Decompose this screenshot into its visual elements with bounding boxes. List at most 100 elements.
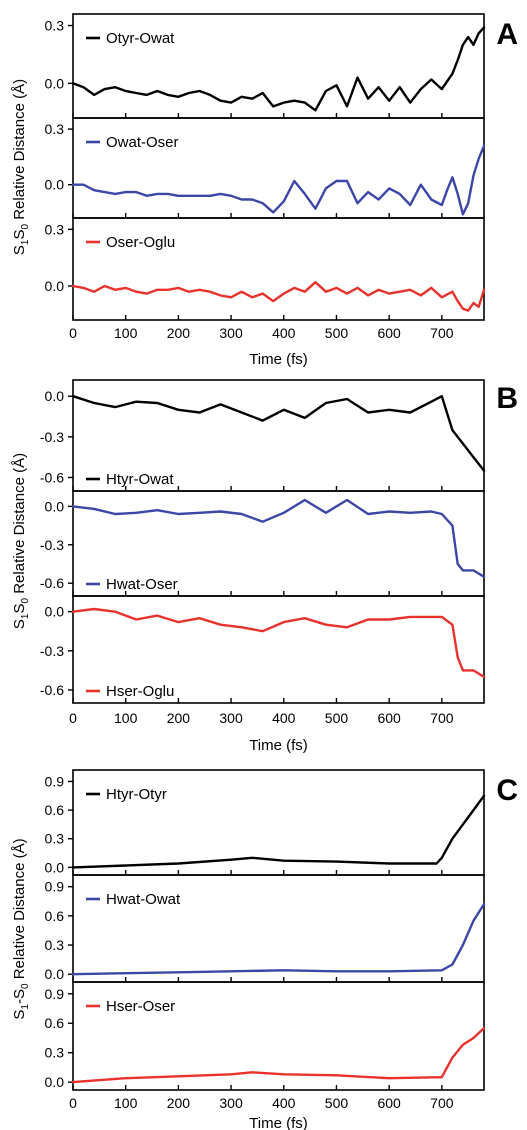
y-axis-title-part: -S — [11, 989, 28, 1004]
y-axis-title-sub: 1 — [20, 613, 31, 619]
y-tick-label: -0.6 — [40, 575, 64, 591]
y-tick-label: -0.6 — [40, 682, 64, 698]
x-tick-label: 100 — [114, 325, 138, 341]
x-tick-label: 200 — [167, 1095, 191, 1111]
x-tick-label: 600 — [377, 1095, 401, 1111]
legend-label: Htyr-Owat — [106, 471, 174, 488]
x-tick-label: 100 — [114, 710, 138, 726]
x-tick-label: 500 — [325, 1095, 349, 1111]
legend-label: Hser-Oglu — [106, 683, 174, 700]
x-tick-label: 600 — [377, 325, 401, 341]
y-tick-label: -0.3 — [40, 643, 64, 659]
y-tick-label: 0.6 — [45, 1015, 65, 1031]
subplot: 0.3 0.0 Oser-Oglu — [45, 217, 486, 321]
y-tick-label: 0.3 — [45, 121, 65, 137]
series-line — [71, 1026, 486, 1084]
y-tick-label: 0.6 — [45, 908, 65, 924]
y-tick-label: 0.3 — [45, 18, 65, 34]
y-tick-label: 0.0 — [45, 859, 65, 875]
y-axis-title-part: S — [11, 619, 28, 629]
y-axis-title-part: Relative Distance (Å) — [11, 453, 28, 598]
y-tick-label: 0.3 — [45, 831, 65, 847]
panel-letter: C — [496, 774, 518, 807]
plot-frame — [72, 981, 485, 1091]
y-axis-title-part: S — [11, 230, 28, 240]
y-tick-label: 0.9 — [45, 773, 65, 789]
series-line — [71, 144, 486, 216]
subplot: 0.3 0.0 Otyr-Owat — [45, 13, 486, 119]
series-line — [71, 794, 486, 869]
legend-label: Otyr-Owat — [106, 30, 175, 47]
y-tick-label: 0.0 — [45, 604, 65, 620]
y-axis-title-part: S — [11, 245, 28, 255]
y-tick-label: 0.0 — [45, 966, 65, 982]
x-tick-label: 0 — [69, 710, 77, 726]
subplot: 0.0 -0.3 -0.6 Hser-Oglu — [40, 595, 486, 704]
subplot: 0.9 0.6 0.3 0.0 Hwat-Owat — [45, 874, 486, 983]
y-axis-title-part: S — [11, 1010, 28, 1020]
x-tick-label: 200 — [167, 325, 191, 341]
y-tick-label: 0.9 — [45, 879, 65, 895]
plot-frame — [72, 595, 485, 704]
series-line — [71, 607, 486, 679]
legend-label: Owat-Oser — [106, 134, 179, 151]
y-tick-label: 0.9 — [45, 986, 65, 1002]
y-axis-title-sub: 0 — [20, 598, 31, 604]
y-axis-title-sub: 0 — [20, 983, 31, 989]
subplot: 0.9 0.6 0.3 0.0 Hser-Oser — [45, 981, 486, 1091]
x-tick-label: 300 — [219, 710, 243, 726]
y-tick-label: 0.0 — [45, 498, 65, 514]
series-line — [71, 26, 486, 112]
x-tick-label: 400 — [272, 710, 296, 726]
x-tick-label: 500 — [325, 710, 349, 726]
y-tick-label: 0.3 — [45, 221, 65, 237]
y-tick-label: 0.0 — [45, 388, 65, 404]
plot-frame — [72, 117, 485, 219]
y-axis-title-sub: 1 — [20, 1004, 31, 1010]
y-tick-label: -0.3 — [40, 537, 64, 553]
y-tick-label: 0.6 — [45, 802, 65, 818]
x-tick-label: 500 — [325, 325, 349, 341]
x-tick-label: 400 — [272, 325, 296, 341]
legend-label: Hser-Oser — [106, 998, 175, 1015]
subplot: 0.3 0.0 Owat-Oser — [45, 117, 486, 219]
x-tick-label: 700 — [430, 325, 454, 341]
y-tick-label: -0.6 — [40, 469, 64, 485]
y-axis-title-part: Relative Distance (Å) — [11, 79, 28, 224]
x-tick-label: 0 — [69, 325, 77, 341]
y-axis-title: S1S0 Relative Distance (Å) — [11, 453, 31, 629]
x-tick-label: 300 — [219, 1095, 243, 1111]
panel-letter: A — [496, 18, 518, 51]
series-line — [71, 498, 486, 578]
x-tick-label: 600 — [377, 710, 401, 726]
x-tick-label: 300 — [219, 325, 243, 341]
subplot: 0.0 -0.3 -0.6 Htyr-Owat — [40, 379, 486, 492]
y-tick-label: 0.3 — [45, 937, 65, 953]
y-axis-title-sub: 1 — [20, 239, 31, 245]
y-axis-title-part: S — [11, 604, 28, 614]
legend-label: Hwat-Oser — [106, 576, 178, 593]
x-tick-label: 400 — [272, 1095, 296, 1111]
plot-frame — [72, 217, 485, 321]
y-tick-label: 0.3 — [45, 1045, 65, 1061]
y-tick-label: -0.3 — [40, 429, 64, 445]
x-tick-label: 100 — [114, 1095, 138, 1111]
y-axis-title: S1-S0 Relative Distance (Å) — [11, 838, 31, 1019]
y-axis-title: S1S0 Relative Distance (Å) — [11, 79, 31, 255]
y-axis-title-part: Relative Distance (Å) — [11, 838, 28, 983]
legend-label: Oser-Oglu — [106, 234, 175, 251]
subplot: 0.9 0.6 0.3 0.0 Htyr-Otyr — [45, 769, 486, 876]
series-line — [71, 395, 486, 472]
y-tick-label: 0.0 — [45, 177, 65, 193]
panel-c: CS1-S0 Relative Distance (Å)0.90.60.30.0… — [11, 769, 518, 1130]
y-tick-label: 0.0 — [45, 75, 65, 91]
series-line — [71, 903, 486, 976]
y-axis-title-sub: 0 — [20, 224, 31, 230]
panel-letter: B — [496, 382, 518, 415]
subplot: 0.0 -0.3 -0.6 Hwat-Oser — [40, 490, 486, 597]
x-tick-label: 200 — [167, 710, 191, 726]
x-tick-label: 0 — [69, 1095, 77, 1111]
